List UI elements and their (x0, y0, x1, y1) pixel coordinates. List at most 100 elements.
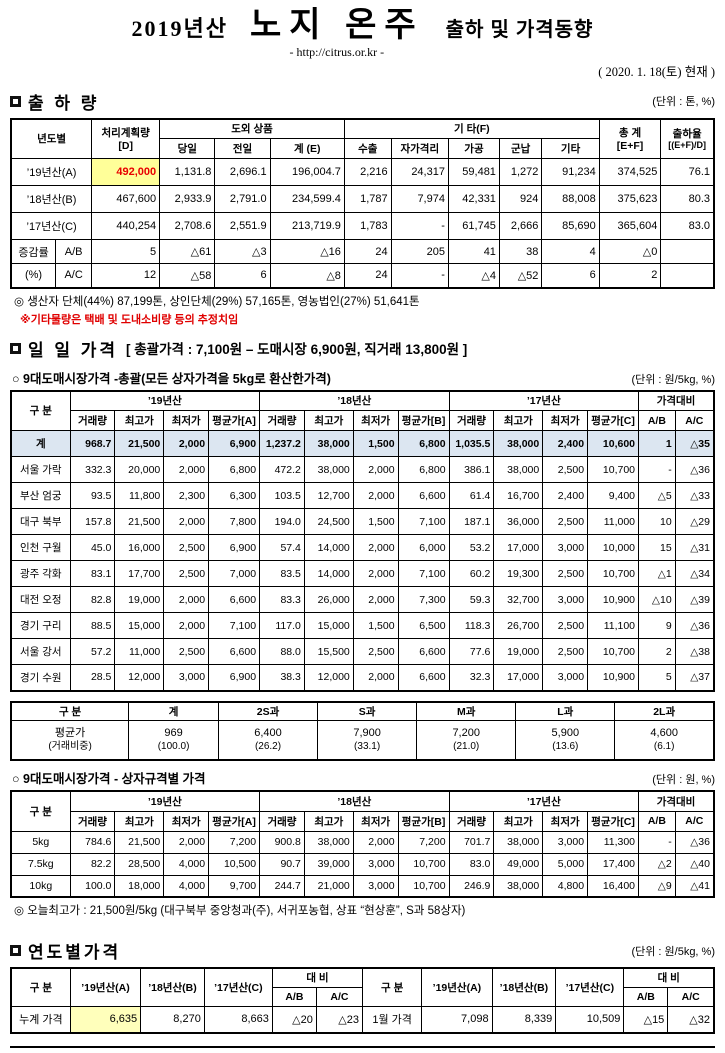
size-grade-table: 구 분 계 2S과 S과 M과 L과 2L과 평균가 (거래비중) 969 (10, 700, 715, 762)
table-cell: 15,000 (114, 612, 165, 640)
table-cell: 2,696.1 (214, 158, 271, 187)
table-cell: 10,500 (208, 852, 261, 876)
col-header-other: 기타 (541, 138, 600, 160)
title-row: 2019년산 노지 온주 - http://citrus.or.kr - 출하 … (10, 8, 715, 60)
col-header-rate-line2: [(E+F)/D] (668, 140, 707, 151)
market-row: 서울 가락 332.3 20,000 2,000 6,800 472.2 38,000 2,0… (10, 456, 715, 484)
col-header-ab: A/B (638, 410, 676, 432)
col-header-category: 구 분 (10, 701, 130, 721)
table-cell: 205 (390, 239, 449, 265)
compare-ab-cell: △1 (638, 560, 676, 588)
col-header-plan-line1: 처리계획량 (101, 127, 150, 140)
col-header-2s: 2S과 (217, 701, 319, 721)
table-cell: 38.3 (259, 664, 305, 692)
table-cell: 17,400 (587, 852, 640, 876)
col-header-high: 최고가 (303, 810, 354, 832)
table-cell: 12 (91, 263, 161, 289)
yearly-cell: 8,270 (140, 1005, 205, 1034)
table-cell: 2,500 (163, 534, 210, 562)
size-cell-2l: 4,600 (6.1) (614, 719, 715, 761)
table-cell: 3,000 (352, 852, 399, 876)
yearly-section-head: 연도별가격 (단위 : 원/5kg, %) (10, 938, 715, 963)
table-cell: 76.1 (660, 158, 715, 187)
size-price: 6,400 (254, 726, 282, 739)
table-cell: 91,234 (541, 158, 600, 187)
size-row-label-line2: (거래비중) (48, 740, 92, 752)
table-cell: 6,600 (397, 482, 450, 510)
shipment-section-head: 출 하 량 (단위 : 톤, %) (10, 89, 715, 114)
col-header-ac: A/C (315, 986, 363, 1007)
col-header-s: S과 (317, 701, 418, 721)
table-cell: △8 (269, 263, 345, 289)
yearly-cell: △20 (271, 1005, 317, 1034)
col-group-etc: 기 타(F) (343, 118, 600, 140)
compare-ab-cell: - (638, 456, 676, 484)
table-cell: 4,800 (542, 874, 589, 898)
shipment-row: ’19년산(A) 492,000 1,131.8 2,696.1 196,004.7 2,… (10, 158, 715, 187)
table-cell: 2,000 (163, 456, 210, 484)
col-header-y18: ’18년산(B) (491, 967, 557, 1007)
title-url-link[interactable]: - http://citrus.or.kr - (289, 44, 385, 59)
estimate-note: ※기타물량은 택배 및 도내소비량 등의 추정치임 (20, 313, 239, 326)
table-cell: 83.0 (660, 212, 715, 241)
row-sublabel: A/C (55, 263, 93, 289)
row-label: 10kg (10, 874, 71, 898)
table-cell: 59.3 (448, 586, 495, 614)
table-cell: 38,000 (493, 430, 544, 458)
table-cell: △61 (159, 239, 216, 265)
table-cell: 2 (598, 263, 662, 289)
table-cell: 39,000 (303, 852, 354, 876)
table-cell: 2,500 (163, 638, 210, 666)
yearly-header-row-2: A/B A/C A/B A/C (11, 986, 715, 1007)
table-cell: 246.9 (448, 874, 495, 898)
col-group-offshore: 도외 상품 (159, 118, 345, 140)
size-price: 5,900 (551, 726, 580, 739)
table-cell: 1,237.2 (259, 430, 305, 458)
section-square-icon (10, 342, 21, 354)
table-cell: 365,604 (598, 212, 662, 241)
size-share: (21.0) (453, 740, 480, 752)
col-header-y17: ’17년산(C) (555, 967, 625, 1007)
table-cell: 6,600 (397, 638, 450, 666)
table-cell: 6 (214, 263, 271, 289)
table-cell: 2,666 (498, 212, 543, 241)
table-cell: 21,500 (114, 508, 165, 536)
table-cell: 386.1 (448, 456, 495, 484)
row-label: 서울 가락 (10, 456, 71, 484)
col-header-avg-c: 평균가[C] (587, 810, 640, 832)
table-cell: 90.7 (259, 852, 305, 876)
yearly-price-section: 연도별가격 (단위 : 원/5kg, %) 구 분 ’19년산(A) ’18년산… (10, 938, 715, 1035)
table-cell: 82.2 (69, 852, 116, 876)
col-header-low: 최저가 (542, 810, 589, 832)
col-group-y19: ’19년산 (69, 390, 261, 412)
col-group-y18: ’18년산 (259, 790, 450, 812)
size-cell-s: 7,900 (33.1) (317, 719, 418, 761)
table-cell: 5 (91, 239, 161, 265)
table-cell: 83.0 (448, 852, 495, 876)
table-cell: 492,000 (91, 158, 161, 187)
table-cell: 2,000 (163, 430, 210, 458)
col-header-low: 최저가 (352, 410, 399, 432)
col-group-compare: 가격대비 (638, 390, 715, 412)
table-cell: 2,708.6 (159, 212, 216, 241)
col-header-export: 수출 (343, 138, 392, 160)
compare-ab-cell: 10 (638, 508, 676, 536)
table-cell: 2,000 (352, 482, 399, 510)
compare-ac-cell: △33 (674, 482, 715, 510)
table-cell: △0 (598, 239, 662, 265)
box-spec-subtitle: ○ 9대도매시장가격 - 상자규격별 가격 (12, 772, 206, 787)
yearly-cell: 8,339 (491, 1005, 557, 1034)
daily-price-section: 일 일 가격 [ 총괄가격 : 7,100원 – 도매시장 6,900원, 직거… (10, 336, 715, 919)
table-cell: 784.6 (69, 830, 116, 854)
table-cell: 2,500 (542, 456, 589, 484)
table-cell: 10,700 (397, 852, 450, 876)
row-label: 광주 각화 (10, 560, 71, 588)
table-cell: 118.3 (448, 612, 495, 640)
table-cell: 924 (498, 185, 543, 214)
report-header: 2019년산 노지 온주 - http://citrus.or.kr - 출하 … (10, 8, 715, 80)
table-cell: 45.0 (69, 534, 116, 562)
table-cell: 57.2 (69, 638, 116, 666)
shipment-change-row: (%) A/C 12 △58 6 △8 24- △4 △52 6 2 (10, 263, 715, 289)
compare-ac-cell: △41 (674, 874, 715, 898)
daily-section-title: 일 일 가격 (28, 340, 119, 360)
